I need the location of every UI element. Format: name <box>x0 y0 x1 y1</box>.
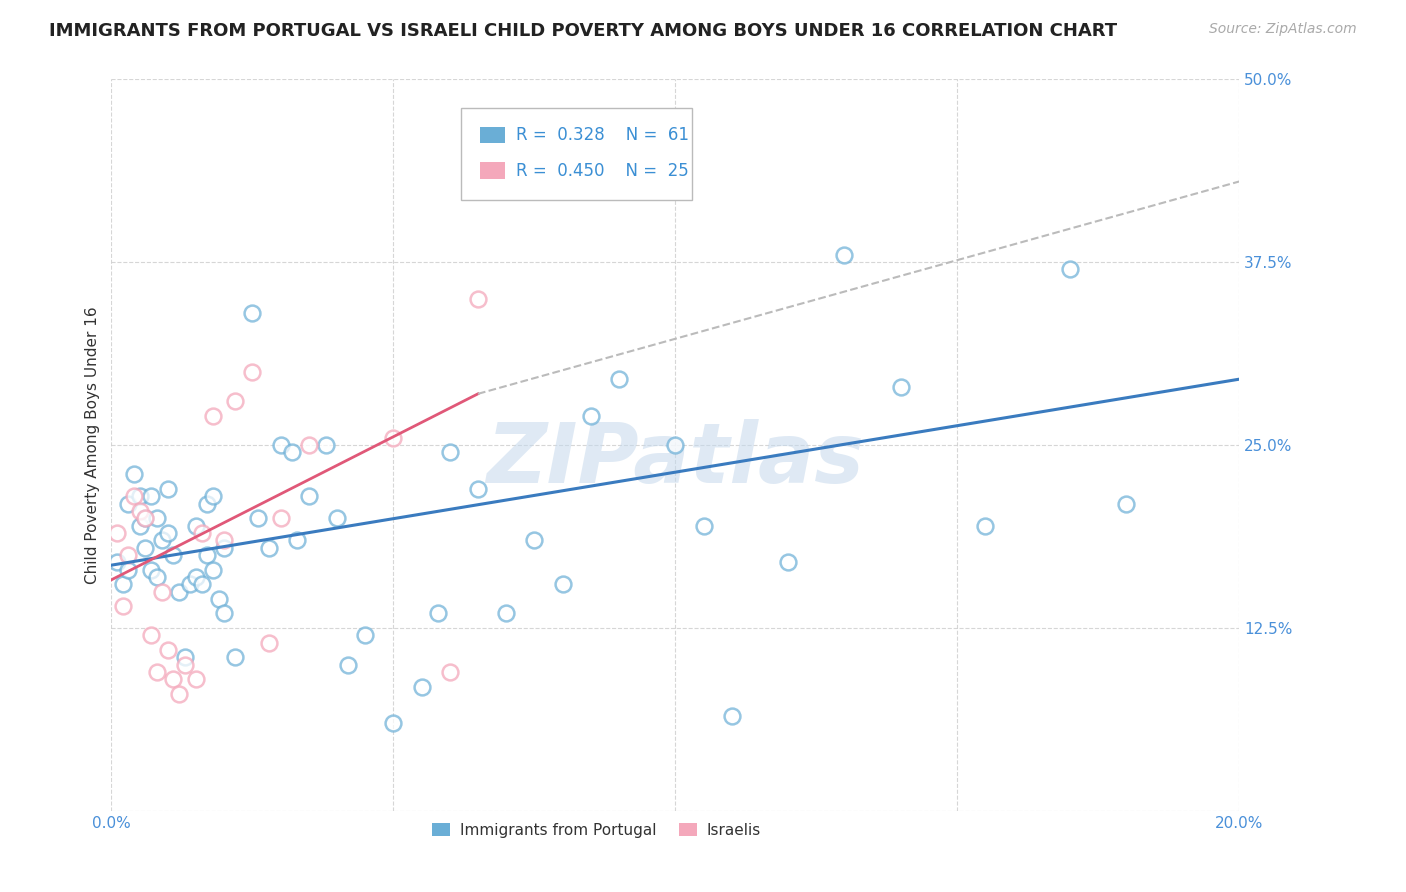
Point <box>195 548 218 562</box>
Point <box>184 673 207 687</box>
Point <box>720 709 742 723</box>
Point <box>173 657 195 672</box>
Point <box>315 438 337 452</box>
Text: IMMIGRANTS FROM PORTUGAL VS ISRAELI CHILD POVERTY AMONG BOYS UNDER 16 CORRELATIO: IMMIGRANTS FROM PORTUGAL VS ISRAELI CHIL… <box>49 22 1118 40</box>
Point <box>195 497 218 511</box>
Point <box>281 445 304 459</box>
Point <box>105 555 128 569</box>
Point <box>354 628 377 642</box>
Point <box>298 489 321 503</box>
FancyBboxPatch shape <box>481 162 505 178</box>
Point <box>337 657 360 672</box>
Point <box>1059 262 1081 277</box>
Point <box>207 591 229 606</box>
Point <box>201 489 224 503</box>
Point <box>224 650 246 665</box>
Point <box>201 563 224 577</box>
Point <box>111 577 134 591</box>
Point <box>128 489 150 503</box>
Point <box>117 548 139 562</box>
Point <box>411 680 433 694</box>
Point <box>242 365 264 379</box>
Point <box>167 687 190 701</box>
Point <box>179 577 201 591</box>
Text: ZIPatlas: ZIPatlas <box>486 419 865 500</box>
Point <box>1115 497 1137 511</box>
Point <box>439 665 461 679</box>
Point <box>134 511 156 525</box>
Point <box>162 548 184 562</box>
Point <box>156 525 179 540</box>
Point <box>184 518 207 533</box>
Point <box>259 541 281 555</box>
Point <box>212 607 235 621</box>
Text: R =  0.328    N =  61: R = 0.328 N = 61 <box>516 127 689 145</box>
Point <box>145 511 167 525</box>
Y-axis label: Child Poverty Among Boys Under 16: Child Poverty Among Boys Under 16 <box>86 306 100 584</box>
Point <box>134 541 156 555</box>
Point <box>173 650 195 665</box>
Point <box>551 577 574 591</box>
Point <box>523 533 546 548</box>
Point <box>105 525 128 540</box>
Point <box>259 636 281 650</box>
Point <box>190 577 212 591</box>
Point <box>212 533 235 548</box>
Point <box>382 431 405 445</box>
Point <box>162 673 184 687</box>
Point <box>270 438 292 452</box>
Point <box>664 438 686 452</box>
Point <box>145 570 167 584</box>
Point <box>145 665 167 679</box>
Point <box>287 533 309 548</box>
FancyBboxPatch shape <box>461 108 692 200</box>
Text: R =  0.450    N =  25: R = 0.450 N = 25 <box>516 161 689 179</box>
Point <box>467 292 489 306</box>
Point <box>224 394 246 409</box>
Point <box>326 511 349 525</box>
Point <box>128 504 150 518</box>
Point <box>128 518 150 533</box>
Point <box>242 306 264 320</box>
Point <box>156 643 179 657</box>
Point <box>134 511 156 525</box>
Point <box>190 525 212 540</box>
Legend: Immigrants from Portugal, Israelis: Immigrants from Portugal, Israelis <box>426 816 766 844</box>
Point <box>778 555 800 569</box>
Point <box>111 599 134 614</box>
Point <box>270 511 292 525</box>
Point <box>156 482 179 496</box>
Point <box>139 628 162 642</box>
Point <box>167 584 190 599</box>
Point <box>467 482 489 496</box>
FancyBboxPatch shape <box>481 128 505 144</box>
Point <box>579 409 602 423</box>
Point <box>212 541 235 555</box>
Point <box>117 563 139 577</box>
Point <box>139 489 162 503</box>
Point <box>201 409 224 423</box>
Point <box>150 584 173 599</box>
Point <box>184 570 207 584</box>
Point <box>298 438 321 452</box>
Point <box>139 563 162 577</box>
Point <box>247 511 270 525</box>
Point <box>890 379 912 393</box>
Point <box>834 248 856 262</box>
Point <box>427 607 450 621</box>
Point <box>495 607 517 621</box>
Point <box>607 372 630 386</box>
Point <box>150 533 173 548</box>
Point <box>974 518 997 533</box>
Point <box>117 497 139 511</box>
Point <box>439 445 461 459</box>
Point <box>122 467 145 482</box>
Text: Source: ZipAtlas.com: Source: ZipAtlas.com <box>1209 22 1357 37</box>
Point <box>382 716 405 731</box>
Point <box>692 518 714 533</box>
Point <box>122 489 145 503</box>
